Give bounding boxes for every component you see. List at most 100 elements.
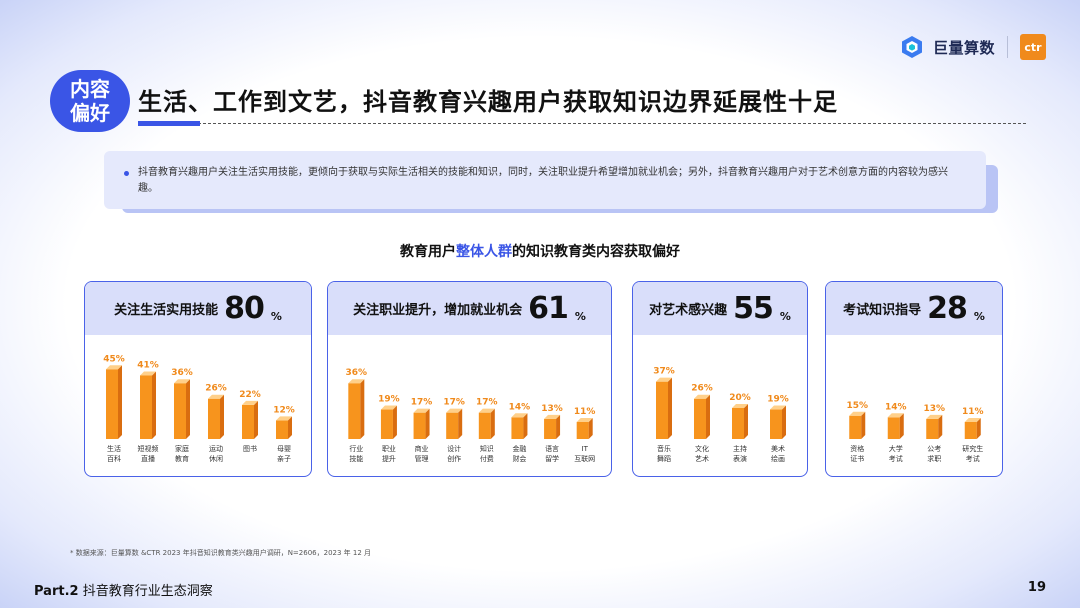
category-label: 创作 xyxy=(447,454,461,463)
panel-life-skills: 关注生活实用技能 80% 45% 生活 百科 41% 短视频 直播 36% 家庭 教育 26% 运动… xyxy=(84,281,312,477)
bar-5 xyxy=(511,413,528,439)
category-label: 商业 xyxy=(415,444,429,453)
category-label: 提升 xyxy=(382,454,396,463)
bar-top xyxy=(544,414,561,419)
panel-header: 关注生活实用技能 80% xyxy=(85,282,311,335)
brand-logos: 巨量算数 ctr xyxy=(899,34,1046,60)
category-label: 考试 xyxy=(889,454,903,463)
panel-art: 对艺术感兴趣 55% 37% 音乐 舞蹈 26% 文化 艺术 20% 主持 表演 19% 美术 绘画 xyxy=(632,281,808,477)
bar-front xyxy=(694,398,706,439)
ctr-logo: ctr xyxy=(1020,34,1046,60)
chart-title-highlight: 整体人群 xyxy=(456,244,512,260)
bar-top xyxy=(276,416,292,421)
bar-0 xyxy=(348,379,365,439)
bar-side xyxy=(588,417,593,439)
bar-top xyxy=(576,417,593,422)
category-label: 管理 xyxy=(415,454,429,463)
category-label: 休闲 xyxy=(209,454,223,463)
category-label: 生活 xyxy=(107,444,121,453)
bar-front xyxy=(276,420,288,439)
bar-front xyxy=(174,383,186,439)
bar-top xyxy=(849,411,866,416)
category-label: 知识 xyxy=(480,444,494,453)
bar-front xyxy=(576,421,589,439)
bar-top xyxy=(174,379,190,384)
bar-front xyxy=(140,375,152,439)
category-label: 亲子 xyxy=(277,454,291,463)
summary-note: 抖音教育兴趣用户关注生活实用技能，更倾向于获取与实际生活相关的技能和知识，同时，… xyxy=(104,151,986,209)
category-label: 求职 xyxy=(927,454,941,463)
juliang-logo-text: 巨量算数 xyxy=(932,38,995,57)
category-label: 财会 xyxy=(512,454,526,463)
bar-top xyxy=(413,408,430,413)
bar-side xyxy=(118,365,122,439)
category-label: 直播 xyxy=(141,454,155,463)
chart-title-before: 教育用户 xyxy=(400,244,456,260)
bar-top xyxy=(887,413,904,418)
category-label: 主持 xyxy=(733,444,747,453)
bar-value-label: 36% xyxy=(171,368,193,378)
bar-front xyxy=(413,412,426,439)
bar-value-label: 12% xyxy=(273,405,295,415)
panel-total: 28 xyxy=(927,291,968,326)
category-label: 教育 xyxy=(175,454,189,463)
bar-side xyxy=(254,400,258,439)
category-label: 付费 xyxy=(480,454,494,463)
summary-text: 抖音教育兴趣用户关注生活实用技能，更倾向于获取与实际生活相关的技能和知识，同时，… xyxy=(138,167,948,194)
category-label: 舞蹈 xyxy=(657,454,671,463)
bar-side xyxy=(458,408,463,439)
bar-7 xyxy=(576,417,593,439)
bar-2 xyxy=(413,408,430,439)
bar-top xyxy=(770,405,786,410)
bar-front xyxy=(208,398,220,439)
category-label: IT xyxy=(582,445,589,453)
bar-front xyxy=(446,412,459,439)
panel-total: 61 xyxy=(528,291,569,326)
category-label: 艺术 xyxy=(695,454,709,463)
bar-side xyxy=(861,411,866,439)
panel-label: 关注职业提升，增加就业机会 xyxy=(353,303,523,318)
bar-side xyxy=(706,394,710,439)
bar-top xyxy=(446,408,463,413)
category-label: 证书 xyxy=(850,454,864,463)
bar-front xyxy=(242,404,254,439)
panel-total: 80 xyxy=(224,291,265,326)
bar-value-label: 17% xyxy=(443,398,465,408)
bar-1 xyxy=(140,371,156,439)
bar-4 xyxy=(242,400,258,439)
bar-value-label: 17% xyxy=(476,398,498,408)
bar-side xyxy=(938,414,943,439)
panel-label: 关注生活实用技能 xyxy=(114,303,219,318)
panel-label: 对艺术感兴趣 xyxy=(649,303,728,318)
logo-separator xyxy=(1007,36,1008,58)
category-label: 运动 xyxy=(209,444,223,453)
category-label: 职业 xyxy=(382,444,396,453)
category-label: 互联网 xyxy=(574,454,595,463)
bar-side xyxy=(425,408,430,439)
data-source-footnote: * 数据来源：巨量算数 &CTR 2023 年抖音知识教育类兴趣用户调研，N=2… xyxy=(70,549,372,557)
bar-0 xyxy=(656,377,672,439)
bar-value-label: 45% xyxy=(103,354,125,364)
footer-section: Part.2 抖音教育行业生态洞察 xyxy=(34,580,213,599)
category-label: 绘画 xyxy=(771,454,785,463)
panel-total-unit: % xyxy=(973,310,985,323)
bar-3 xyxy=(770,405,786,439)
bar-value-label: 22% xyxy=(239,390,261,400)
panel-exam: 考试知识指导 28% 15% 资格 证书 14% 大学 考试 13% 公考 求职 11% 研究生 考试 xyxy=(825,281,1003,477)
bar-2 xyxy=(174,379,190,439)
category-label: 表演 xyxy=(733,454,747,463)
bar-1 xyxy=(694,394,710,439)
bar-value-label: 36% xyxy=(346,368,368,378)
bar-top xyxy=(694,394,710,399)
panel-total-unit: % xyxy=(779,310,791,323)
panel-total-unit: % xyxy=(574,310,586,323)
bar-front xyxy=(964,421,977,439)
juliang-logo-icon xyxy=(901,36,922,58)
bar-top xyxy=(964,417,981,422)
bar-side xyxy=(360,379,365,439)
category-label: 百科 xyxy=(107,454,121,463)
bar-side xyxy=(782,405,786,439)
